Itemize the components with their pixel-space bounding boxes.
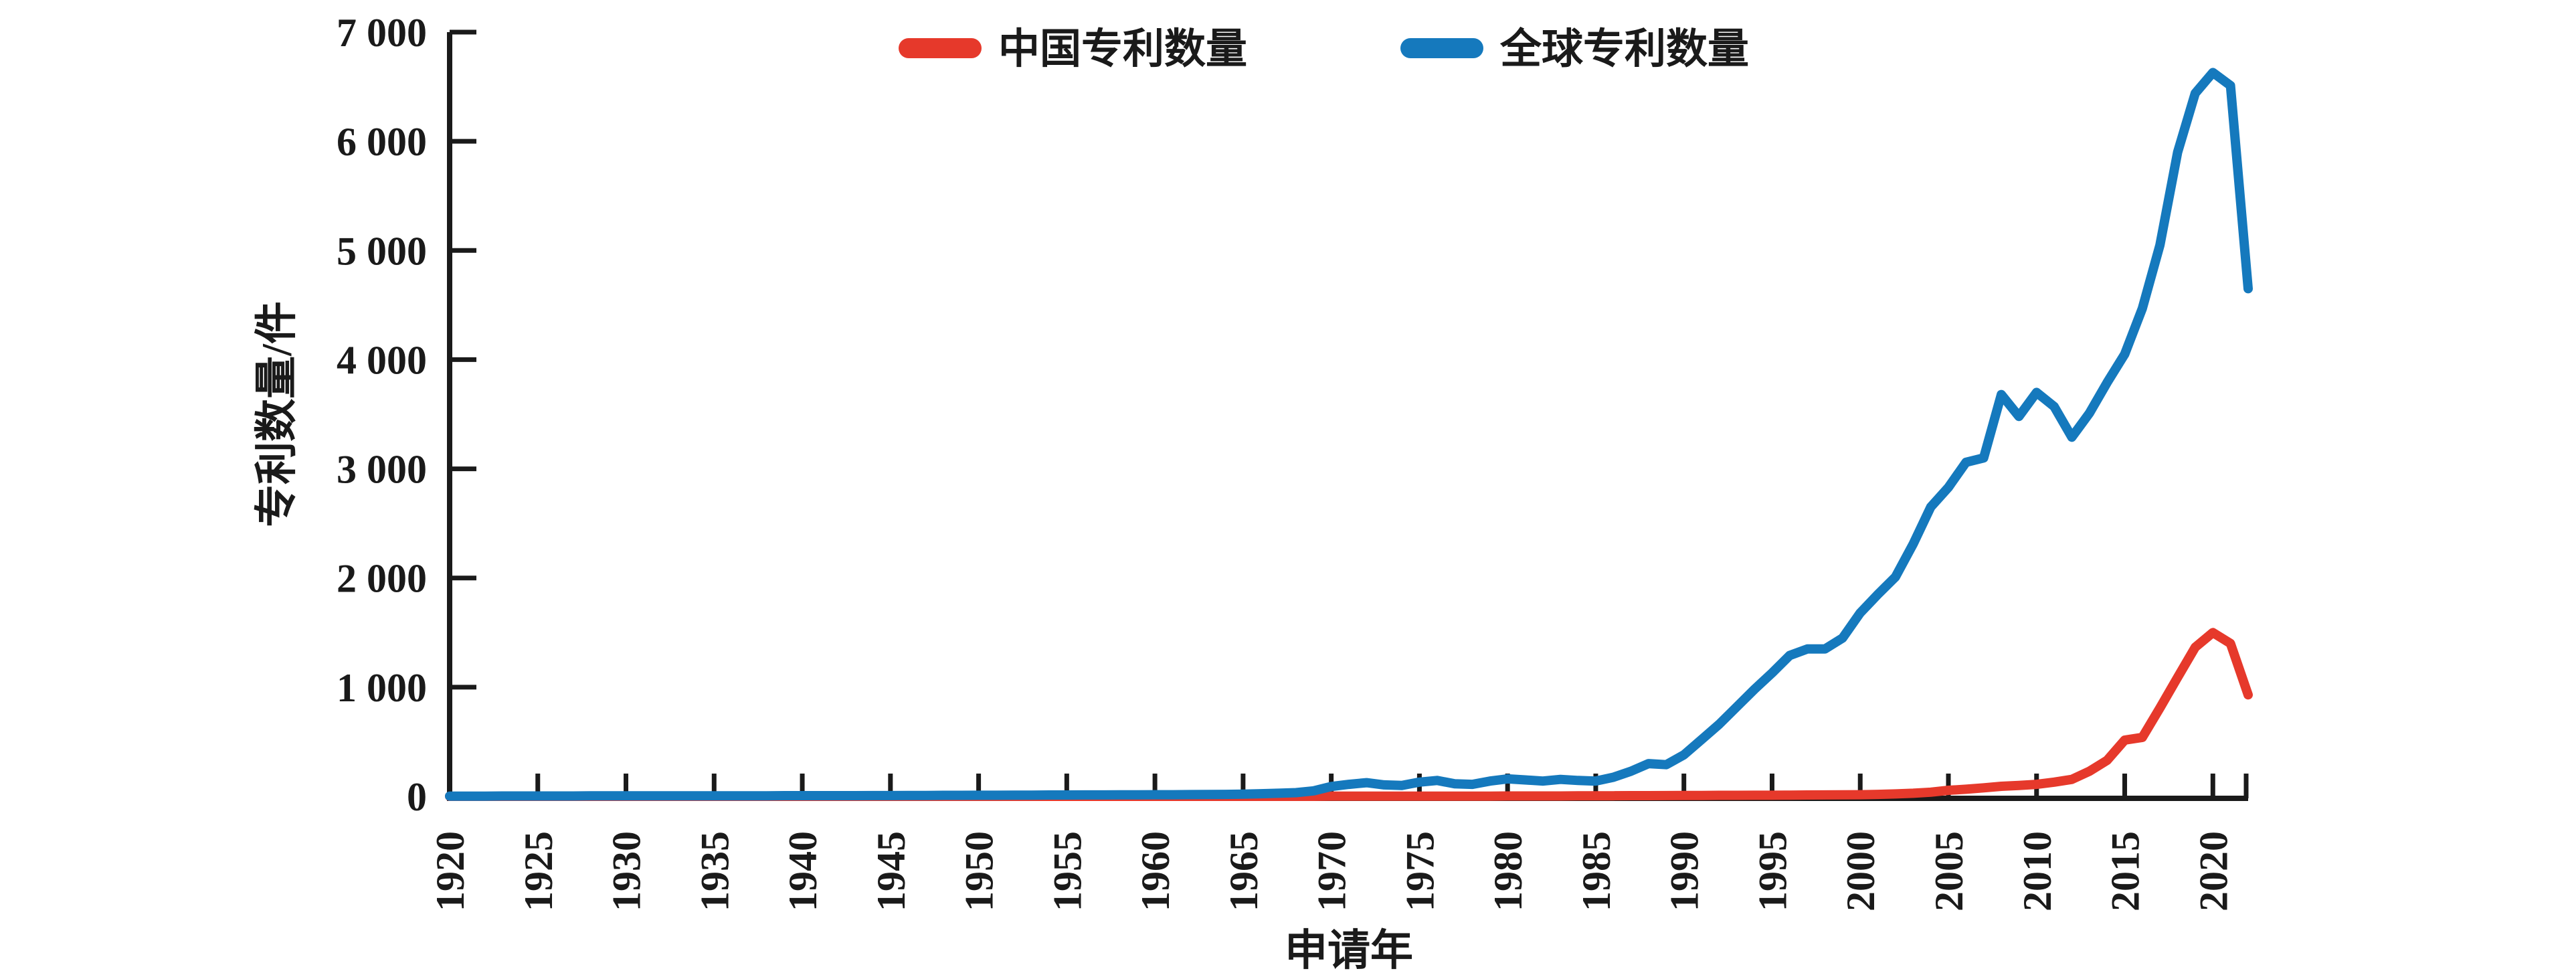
x-tick-label: 1975 [1398, 831, 1442, 911]
axes [447, 29, 2249, 801]
x-tick-label: 2020 [2191, 831, 2235, 911]
y-tick-label: 7 000 [337, 11, 427, 55]
x-tick-label: 1935 [693, 831, 737, 911]
x-tick-label: 1920 [428, 831, 472, 911]
y-tick-label: 3 000 [337, 448, 427, 492]
legend: 中国专利数量 全球专利数量 [899, 26, 1749, 72]
series-line-global [445, 68, 2253, 801]
x-tick-label: 1985 [1574, 831, 1619, 911]
legend-item-global: 全球专利数量 [1400, 26, 1749, 72]
legend-item-china: 中国专利数量 [899, 26, 1247, 72]
y-tick-label: 6 000 [337, 120, 427, 164]
x-tick-label: 1955 [1045, 831, 1089, 911]
y-axis-title: 专利数量/件 [253, 301, 300, 527]
x-tick-label: 1950 [957, 831, 1002, 911]
x-tick-label: 2015 [2104, 831, 2148, 911]
x-tick-label: 1980 [1486, 831, 1530, 911]
y-tick-label: 2 000 [337, 557, 427, 601]
x-axis-title: 申请年 [1285, 927, 1413, 974]
y-tick-label: 5 000 [337, 229, 427, 273]
x-axis-tick-labels: 1920 1925 1930 1935 1940 1945 1950 1955 1960 1965… [428, 831, 2235, 911]
x-tick-label: 1940 [781, 831, 825, 911]
x-tick-label: 1965 [1222, 831, 1266, 911]
x-tick-label: 1925 [517, 831, 561, 911]
x-tick-label: 2005 [1927, 831, 1971, 911]
series-lines [445, 68, 2253, 801]
x-tick-label: 1995 [1750, 831, 1795, 911]
x-tick-label: 1930 [605, 831, 649, 911]
y-tick-label: 1 000 [337, 666, 427, 710]
x-tick-label: 2000 [1839, 831, 1883, 911]
y-tick-label: 4 000 [337, 338, 427, 382]
series-line-china [445, 628, 2253, 801]
x-tick-label: 1945 [869, 831, 913, 911]
x-tick-label: 1990 [1663, 831, 1707, 911]
x-tick-label: 1960 [1133, 831, 1178, 911]
y-axis-tick-labels: 0 1 000 2 000 3 000 4 000 5 000 6 000 7 000 [337, 11, 427, 819]
legend-label-china: 中国专利数量 [998, 26, 1247, 72]
x-tick-label: 2010 [2015, 831, 2059, 911]
y-tick-label: 0 [407, 775, 427, 819]
x-tick-label: 1970 [1310, 831, 1354, 911]
legend-label-global: 全球专利数量 [1499, 26, 1749, 72]
